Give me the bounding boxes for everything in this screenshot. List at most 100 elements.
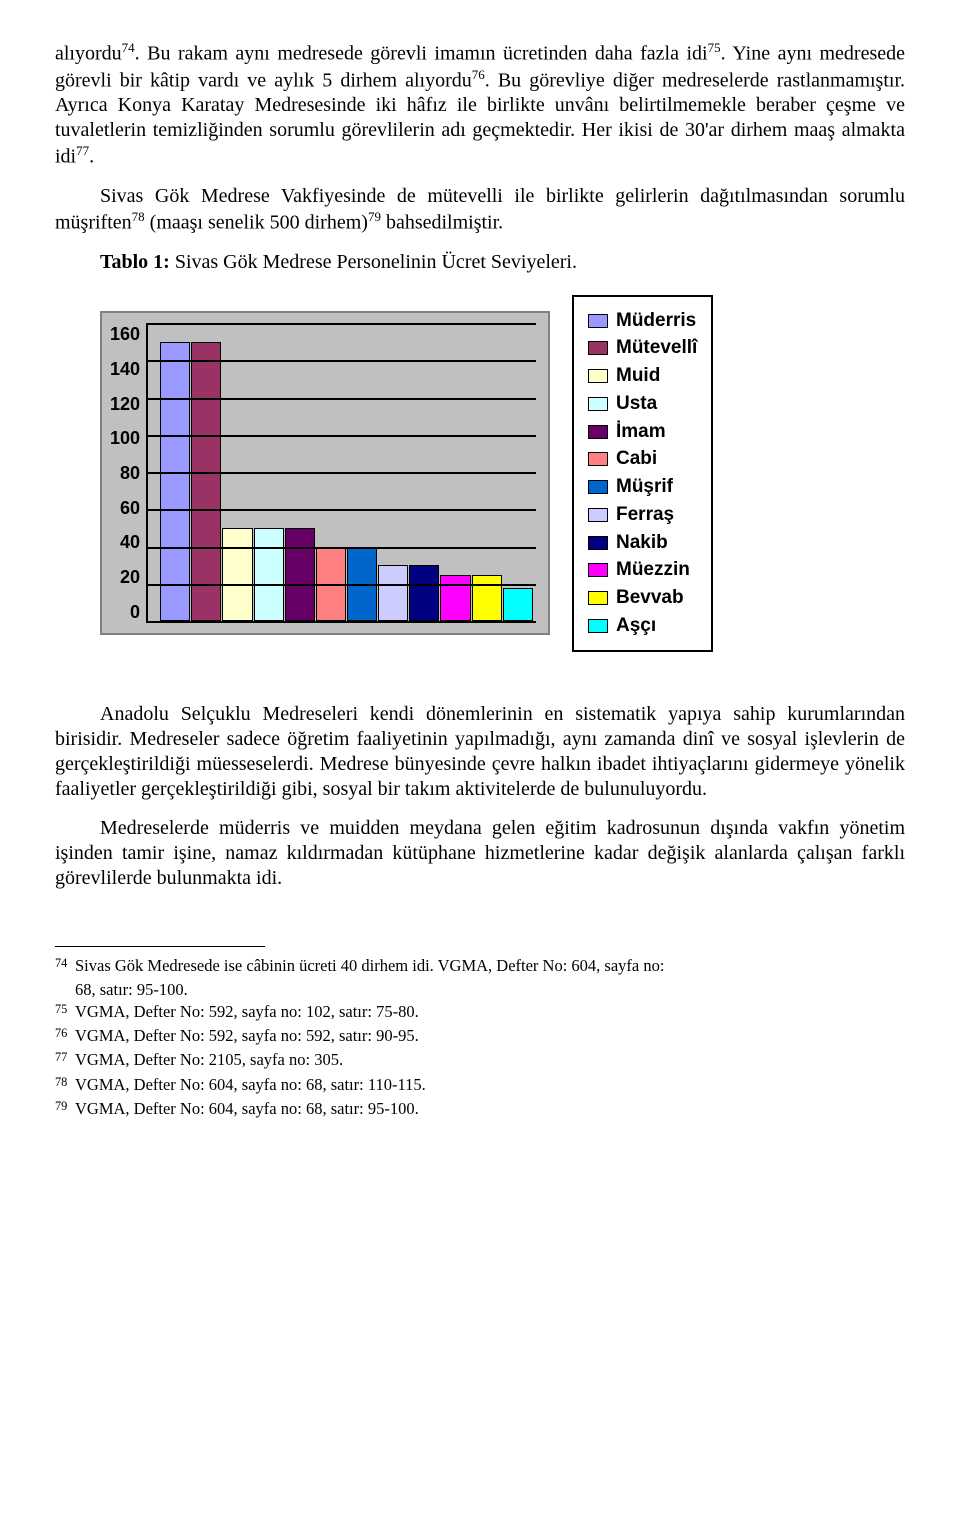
y-tick-label: 160 [110, 323, 140, 346]
table-title: Tablo 1: Sivas Gök Medrese Personelinin … [55, 250, 905, 275]
footnote: 79 VGMA, Defter No: 604, sayfa no: 68, s… [55, 1098, 905, 1119]
legend-item: Nakib [588, 531, 697, 555]
legend-label: Müezzin [616, 558, 690, 582]
bar-mütevellî [191, 342, 221, 621]
footnotes: 74 Sivas Gök Medresede ise câbinin ücret… [55, 955, 905, 1120]
y-axis: 160140120100806040200 [110, 323, 146, 623]
legend-item: Cabi [588, 447, 697, 471]
legend-label: Muid [616, 364, 660, 388]
plot [146, 323, 536, 623]
text: bahsedilmiştir. [381, 212, 503, 234]
legend-item: Müşrif [588, 475, 697, 499]
legend-swatch [588, 508, 608, 522]
gridline [148, 584, 536, 586]
gridline [148, 472, 536, 474]
y-tick-label: 40 [120, 531, 140, 554]
bar-müderris [160, 342, 190, 621]
y-tick-label: 20 [120, 566, 140, 589]
legend-label: Müşrif [616, 475, 673, 499]
gridline [148, 360, 536, 362]
bar-bevvab [472, 575, 502, 622]
footnote-text: VGMA, Defter No: 604, sayfa no: 68, satı… [75, 1074, 905, 1095]
legend-item: Müderris [588, 309, 697, 333]
table-label: Tablo 1: [100, 251, 170, 273]
legend-label: İmam [616, 420, 666, 444]
text: (maaşı senelik 500 dirhem) [145, 212, 368, 234]
footnote-ref: 77 [76, 143, 89, 158]
bar-i̇mam [285, 528, 315, 621]
y-tick-label: 140 [110, 358, 140, 381]
paragraph-2: Sivas Gök Medrese Vakfiyesinde de müteve… [55, 184, 905, 236]
bar-nakib [409, 565, 439, 621]
footnote-text: VGMA, Defter No: 592, sayfa no: 592, sat… [75, 1025, 905, 1046]
footnote-number: 74 [55, 955, 75, 976]
legend-swatch [588, 563, 608, 577]
y-tick-label: 80 [120, 462, 140, 485]
legend-item: Mütevellî [588, 336, 697, 360]
footnote-text: VGMA, Defter No: 592, sayfa no: 102, sat… [75, 1001, 905, 1022]
bar-usta [254, 528, 284, 621]
text: . Bu rakam aynı medresede görevli imamın… [135, 43, 708, 65]
footnote-number: 79 [55, 1098, 75, 1119]
legend-swatch [588, 369, 608, 383]
legend-item: İmam [588, 420, 697, 444]
text: . [89, 146, 94, 168]
gridline [148, 509, 536, 511]
y-tick-label: 0 [130, 601, 140, 624]
legend-item: Aşçı [588, 614, 697, 638]
text: alıyordu [55, 43, 122, 65]
legend-item: Muid [588, 364, 697, 388]
plot-area: 160140120100806040200 [110, 323, 536, 623]
legend-label: Bevvab [616, 586, 684, 610]
paragraph-4: Medreselerde müderris ve muidden meydana… [55, 816, 905, 891]
footnote-text: VGMA, Defter No: 2105, sayfa no: 305. [75, 1049, 905, 1070]
bar-müezzin [440, 575, 470, 622]
legend-label: Ferraş [616, 503, 674, 527]
legend-item: Bevvab [588, 586, 697, 610]
bar-muid [222, 528, 252, 621]
bar-aşçı [503, 588, 533, 622]
legend-label: Müderris [616, 309, 696, 333]
legend-box: Müderris Mütevellî Muid Usta İmam Cabi Müşrif F… [572, 295, 713, 652]
footnote: 77 VGMA, Defter No: 2105, sayfa no: 305. [55, 1049, 905, 1070]
legend-label: Mütevellî [616, 336, 697, 360]
footnote-text: Sivas Gök Medresede ise câbinin ücreti 4… [75, 955, 905, 976]
legend-item: Ferraş [588, 503, 697, 527]
footnote: 75 VGMA, Defter No: 592, sayfa no: 102, … [55, 1001, 905, 1022]
legend-label: Aşçı [616, 614, 656, 638]
y-tick-label: 100 [110, 427, 140, 450]
legend-swatch [588, 341, 608, 355]
legend-swatch [588, 591, 608, 605]
footnote-number: 75 [55, 1001, 75, 1022]
legend-item: Müezzin [588, 558, 697, 582]
legend-swatch [588, 314, 608, 328]
legend-label: Cabi [616, 447, 657, 471]
legend-swatch [588, 480, 608, 494]
legend-swatch [588, 536, 608, 550]
legend-item: Usta [588, 392, 697, 416]
footnote: 76 VGMA, Defter No: 592, sayfa no: 592, … [55, 1025, 905, 1046]
footnote-ref: 76 [472, 67, 485, 82]
chart-box: 160140120100806040200 [100, 311, 550, 635]
gridline [148, 323, 536, 325]
legend-swatch [588, 619, 608, 633]
footnote-ref: 75 [708, 40, 721, 55]
footnote-ref: 78 [132, 209, 145, 224]
legend-label: Nakib [616, 531, 668, 555]
footnote-number: 76 [55, 1025, 75, 1046]
paragraph-3: Anadolu Selçuklu Medreseleri kendi dönem… [55, 702, 905, 802]
legend-swatch [588, 425, 608, 439]
footnote-text-cont: 68, satır: 95-100. [55, 979, 905, 1000]
table-title-text: Sivas Gök Medrese Personelinin Ücret Sev… [170, 251, 577, 273]
gridline [148, 435, 536, 437]
footnote-text: VGMA, Defter No: 604, sayfa no: 68, satı… [75, 1098, 905, 1119]
paragraph-1: alıyordu74. Bu rakam aynı medresede göre… [55, 40, 905, 170]
footnote: 78 VGMA, Defter No: 604, sayfa no: 68, s… [55, 1074, 905, 1095]
legend-label: Usta [616, 392, 657, 416]
chart-row: 160140120100806040200 MüderrisMütevellîM… [100, 295, 905, 652]
y-tick-label: 120 [110, 393, 140, 416]
legend-swatch [588, 452, 608, 466]
gridline [148, 398, 536, 400]
gridline [148, 547, 536, 549]
footnote-separator [55, 946, 265, 947]
